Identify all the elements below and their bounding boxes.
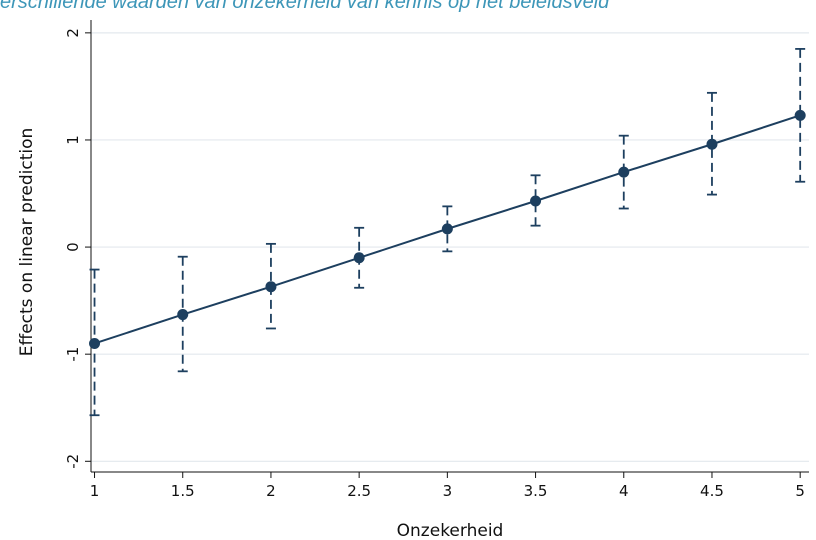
y-ticks: -2 -1 0 1 2: [64, 28, 91, 469]
x-tick-label: 1: [90, 482, 100, 500]
x-tick-label: 1.5: [171, 482, 195, 500]
x-ticks: 1 1.5 2 2.5 3 3.5 4 4.5 5: [90, 472, 805, 500]
x-axis-label: Onzekerheid: [397, 521, 504, 540]
data-point: [265, 281, 277, 293]
x-tick-label: 3: [443, 482, 453, 500]
y-tick-label: 2: [64, 28, 82, 38]
data-point: [353, 252, 365, 264]
y-tick-label: 1: [64, 135, 82, 145]
x-tick-label: 2.5: [347, 482, 371, 500]
x-tick-label: 4.5: [700, 482, 724, 500]
data-point: [89, 337, 101, 349]
x-tick-label: 2: [266, 482, 276, 500]
x-tick-label: 4: [619, 482, 629, 500]
data-point: [618, 166, 630, 178]
x-tick-label: 3.5: [524, 482, 548, 500]
y-axis-label: Effects on linear prediction: [17, 128, 37, 357]
data-points: [89, 109, 806, 349]
data-point: [441, 223, 453, 235]
y-tick-label: -2: [64, 454, 82, 469]
data-point: [706, 138, 718, 150]
y-tick-label: 0: [64, 242, 82, 252]
chart-title: verschillende waarden van onzekerheid va…: [0, 0, 610, 13]
data-point: [530, 195, 542, 207]
grid-lines: [91, 32, 809, 462]
x-tick-label: 5: [795, 482, 805, 500]
data-point: [177, 309, 189, 321]
data-point: [794, 109, 806, 121]
y-tick-label: -1: [64, 347, 82, 362]
plot-area: [91, 20, 809, 472]
axes: [90, 20, 809, 473]
